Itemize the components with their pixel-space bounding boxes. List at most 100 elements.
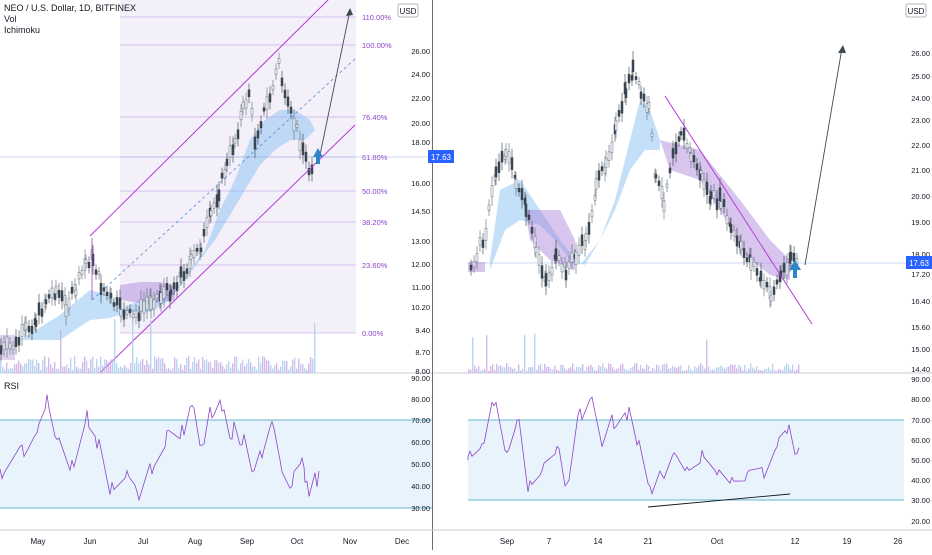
- left-volume-bar: [126, 367, 128, 373]
- channel-upper: [89, 0, 329, 237]
- right-candle: [752, 261, 756, 267]
- symbol-title[interactable]: NEO / U.S. Dollar, 1D, BITFINEX: [4, 3, 137, 13]
- left-candle: [139, 299, 143, 312]
- left-candle: [34, 319, 38, 327]
- left-volume-bar: [238, 369, 240, 373]
- right-volume-bar: [494, 370, 496, 373]
- left-legend: NEO / U.S. Dollar, 1D, BITFINEX Vol Ichi…: [4, 3, 136, 36]
- left-price-axis: 26.00 24.00 22.00 20.00 18.00 16.00 14.50 13.00…: [411, 47, 430, 376]
- left-volume-bar: [32, 359, 34, 373]
- left-candle: [295, 124, 299, 128]
- left-volume-bar: [302, 364, 304, 373]
- left-volume-bar: [192, 361, 194, 373]
- left-volume-bar: [42, 360, 44, 373]
- left-candle: [209, 210, 213, 217]
- left-volume-bar: [14, 364, 16, 373]
- right-volume-bar: [776, 370, 778, 373]
- left-volume-bar: [206, 359, 208, 373]
- right-volume-bar: [688, 365, 690, 373]
- right-volume-bar: [588, 366, 590, 373]
- right-volume-bar: [646, 364, 648, 373]
- right-volume-bar: [630, 367, 632, 373]
- left-candle: [44, 299, 48, 305]
- left-candle: [277, 58, 281, 64]
- ichimoku-indicator-label[interactable]: Ichimoku: [4, 25, 41, 35]
- right-rsi-tick: 90.00: [911, 375, 930, 384]
- left-volume-bar: [26, 363, 28, 373]
- right-candle: [610, 141, 614, 153]
- right-rsi-tick: 50.00: [911, 456, 930, 465]
- left-volume-bar: [114, 318, 116, 373]
- left-candle: [250, 108, 254, 116]
- left-price-tick: 8.70: [415, 348, 430, 357]
- right-candle: [772, 286, 776, 295]
- channel-lower: [99, 124, 356, 374]
- left-time-tick: Jun: [84, 537, 97, 546]
- right-candle: [685, 143, 689, 149]
- right-volume-bar: [624, 368, 626, 373]
- right-volume-bar: [538, 365, 540, 373]
- right-volume-bar: [596, 370, 598, 373]
- left-volume-bar: [296, 368, 298, 373]
- right-candle: [527, 214, 531, 220]
- right-volume-bar: [570, 367, 572, 373]
- right-volume-bar: [712, 369, 714, 373]
- left-candle: [304, 151, 308, 162]
- left-volume-bar: [74, 356, 76, 373]
- right-volume-bar: [498, 365, 500, 373]
- right-candle: [472, 261, 476, 268]
- right-currency-box[interactable]: [905, 3, 927, 18]
- left-volume-bar: [96, 358, 98, 373]
- right-volume-bar: [512, 368, 514, 373]
- vol-indicator-label[interactable]: Vol: [4, 14, 17, 24]
- right-candle: [665, 183, 669, 188]
- right-volume-bar: [698, 365, 700, 373]
- left-volume-bar: [298, 358, 300, 373]
- left-volume-bar: [242, 359, 244, 373]
- right-time-tick: 14: [594, 537, 603, 546]
- right-candle: [620, 101, 624, 114]
- right-volume-bar: [488, 370, 490, 373]
- right-projection-arrowhead: [838, 45, 846, 53]
- right-candle: [722, 199, 726, 207]
- left-volume-bar: [22, 366, 24, 373]
- right-price-tick: 26.00: [911, 49, 930, 58]
- right-volume-bar: [542, 370, 544, 373]
- right-candle: [600, 166, 604, 171]
- projection-arrowhead: [346, 8, 353, 16]
- right-volume-bar: [660, 369, 662, 373]
- right-volume-bar: [748, 368, 750, 373]
- left-candle: [271, 85, 275, 91]
- left-volume-bar: [156, 358, 158, 373]
- right-candle: [564, 270, 568, 281]
- right-volume-bar: [516, 370, 518, 373]
- right-candle: [660, 185, 664, 199]
- right-candle: [631, 59, 635, 72]
- right-candle: [709, 191, 713, 200]
- right-candle: [789, 251, 793, 261]
- left-candle: [142, 300, 146, 314]
- left-volume-bar: [160, 358, 162, 373]
- left-currency-label: USD: [400, 7, 417, 16]
- right-volume-bar: [564, 367, 566, 373]
- left-rsi-axis: 90.00 80.00 70.00 60.00 50.00 40.00 30.00: [411, 374, 430, 513]
- left-volume-bar: [198, 359, 200, 373]
- left-currency-box[interactable]: [397, 3, 419, 18]
- right-volume-bar: [502, 367, 504, 373]
- right-volume-bar: [774, 370, 776, 373]
- left-volume-bar: [208, 361, 210, 373]
- right-volume-bar: [478, 366, 480, 373]
- fib-level-label: 23.60%: [362, 261, 388, 270]
- left-volume-bar: [68, 368, 70, 373]
- right-candle: [650, 132, 654, 138]
- right-candle: [782, 263, 786, 273]
- right-volume-bar: [480, 370, 482, 373]
- right-candle: [699, 170, 703, 174]
- left-candle: [17, 337, 21, 346]
- fib-level-label: 38.20%: [362, 218, 388, 227]
- right-volume-bar: [544, 364, 546, 373]
- left-candle: [239, 110, 243, 121]
- right-candle: [500, 150, 504, 163]
